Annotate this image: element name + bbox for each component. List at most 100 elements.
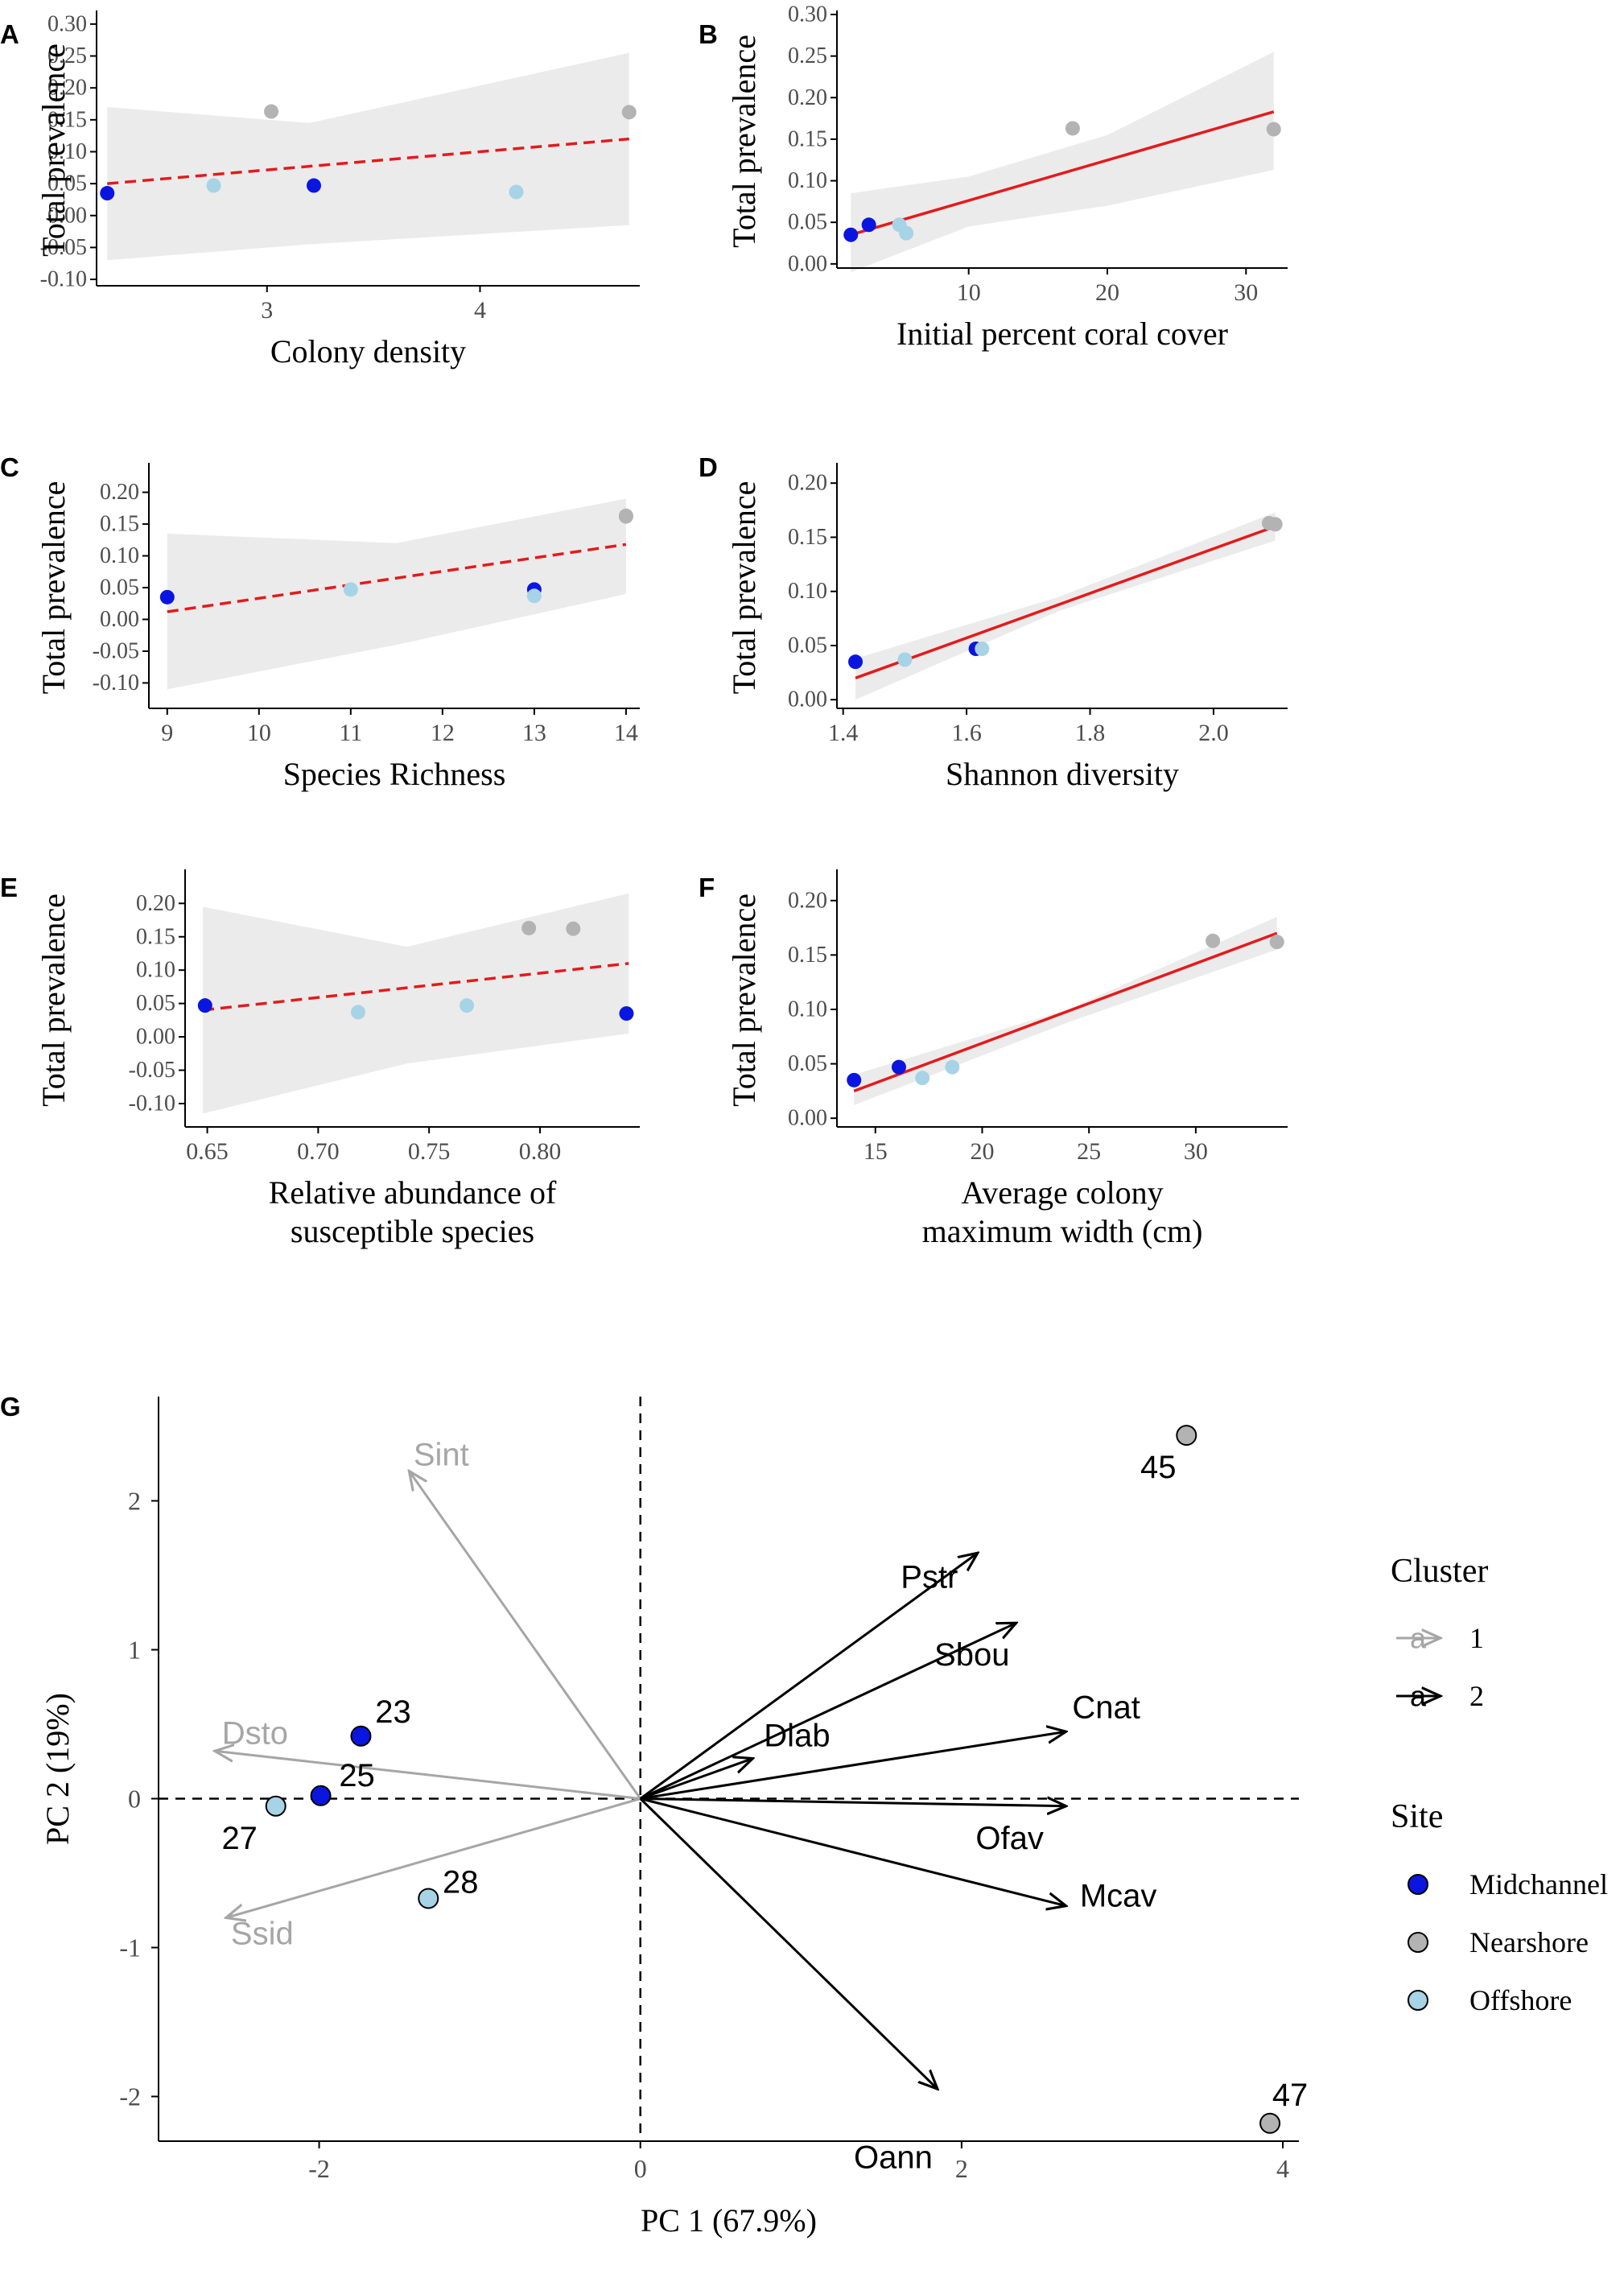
y-tick-label: 0.05 <box>788 633 827 658</box>
x-tick-label: 3 <box>261 297 273 324</box>
x-tick-label: 15 <box>864 1138 888 1165</box>
y-tick-label: -0.05 <box>129 1058 175 1083</box>
x-tick-label: 20 <box>970 1138 994 1165</box>
confidence-band <box>167 498 626 690</box>
panel-a: A 0.30 0.25 0.20 0.15 0.10 0.05 0.00 -0.05 -0.10 3… <box>0 10 640 369</box>
y-tick-label: 0.00 <box>47 203 87 228</box>
data-point-nearshore <box>1266 122 1281 137</box>
y-tick-label: -2 <box>119 2082 141 2111</box>
x-tick-label: 11 <box>339 720 362 746</box>
fit-line <box>202 962 629 1012</box>
data-point-midchannel <box>619 1006 634 1021</box>
confidence-band <box>851 52 1274 273</box>
loading-arrow <box>640 1797 1066 1906</box>
panel-letter: A <box>0 19 19 49</box>
panel-letter: B <box>699 19 718 49</box>
data-point-midchannel <box>197 998 212 1013</box>
x-tick-label: 25 <box>1077 1138 1101 1165</box>
data-point-nearshore <box>618 509 633 524</box>
y-tick-label: 0.10 <box>788 168 827 193</box>
panel-b: B 0.30 0.25 0.20 0.15 0.10 0.05 0.00 10 20 30Initi… <box>699 2 1288 352</box>
loading-label: Cnat <box>1072 1690 1140 1725</box>
data-point-midchannel <box>861 217 876 233</box>
x-tick-label: 1.6 <box>951 720 982 746</box>
legend-cluster-glyph: a <box>1410 1680 1427 1713</box>
x-tick-label: 14 <box>614 720 638 746</box>
y-tick-label: 0.00 <box>788 687 827 712</box>
loading-arrow <box>215 1751 641 1800</box>
legend-site-key <box>1408 1932 1428 1953</box>
y-tick-label: 0.25 <box>47 43 87 68</box>
site-point-midchannel <box>350 1725 372 1747</box>
x-tick-label: 30 <box>1184 1138 1208 1165</box>
site-point-offshore <box>418 1888 439 1909</box>
loading-label: Sbou <box>934 1637 1009 1673</box>
y-tick-label: -0.05 <box>40 235 87 260</box>
data-point-nearshore <box>1065 121 1080 136</box>
y-tick-label: 0.05 <box>100 576 139 600</box>
legend-cluster-title: Cluster <box>1391 1553 1488 1590</box>
y-tick-label: 0.15 <box>136 924 175 949</box>
legend-cluster-glyph: a <box>1410 1622 1427 1655</box>
panel-g: G Sint Dsto Ssid Pstr Sbou Cnat Dlab Ofav Mcav Oan… <box>0 1392 1608 2239</box>
data-point-midchannel <box>847 1072 862 1087</box>
y-tick-label: 0.15 <box>100 512 139 537</box>
x-tick-label: 12 <box>431 720 455 746</box>
site-point-label: 23 <box>375 1694 411 1730</box>
loading-arrow <box>640 1623 1016 1800</box>
legend-site-label: Nearshore <box>1469 1926 1589 1958</box>
y-axis-title: PC 2 (19%) <box>39 1693 76 1845</box>
y-tick-label: 0.05 <box>788 1051 827 1076</box>
y-tick-label: -0.10 <box>40 267 87 292</box>
confidence-band <box>107 52 629 261</box>
confidence-band <box>203 893 629 1114</box>
data-point-nearshore <box>521 920 537 935</box>
legend-site-key <box>1408 1874 1428 1895</box>
x-tick-label: 2.0 <box>1198 720 1229 746</box>
loading-arrow <box>639 1553 978 1800</box>
y-axis-title: Total prevalence <box>726 35 762 248</box>
data-point-offshore <box>526 588 542 604</box>
y-tick-label: 0.30 <box>47 11 87 36</box>
loading-label: Mcav <box>1080 1879 1157 1914</box>
data-point-nearshore <box>566 921 581 936</box>
x-tick-label: 4 <box>1276 2154 1289 2183</box>
fit-line <box>167 543 627 613</box>
data-point-nearshore <box>264 104 279 119</box>
panel-f: F 0.20 0.15 0.10 0.05 0.00 15 20 25 30 Average col… <box>699 869 1288 1249</box>
site-point-label: 47 <box>1272 2078 1309 2113</box>
x-tick-label: 0.75 <box>408 1138 451 1165</box>
y-axis-title: Total prevalence <box>35 893 72 1107</box>
y-tick-label: 2 <box>128 1487 141 1516</box>
y-axis-title: Total prevalence <box>35 481 72 695</box>
y-tick-label: 0.25 <box>788 43 827 68</box>
loading-label: Dsto <box>222 1715 288 1751</box>
legend-site-key <box>1408 1990 1428 2011</box>
y-tick-label: 0.15 <box>788 126 827 151</box>
x-tick-label: 1.8 <box>1075 720 1106 746</box>
data-point-midchannel <box>307 178 321 193</box>
loading-arrow <box>640 1799 1066 1806</box>
x-tick-label: -2 <box>308 2154 330 2183</box>
x-tick-label: 0 <box>634 2154 647 2183</box>
data-point-offshore <box>915 1071 930 1086</box>
loading-label: Ofav <box>975 1821 1043 1856</box>
x-tick-label: 0.70 <box>297 1138 340 1165</box>
y-axis-title: Total prevalence <box>726 893 762 1107</box>
legend-site-title: Site <box>1391 1798 1443 1835</box>
loading-label: Sint <box>414 1438 469 1473</box>
loading-label: Oann <box>854 2140 933 2175</box>
x-axis-title: PC 1 (67.9%) <box>641 2202 817 2239</box>
panel-letter: D <box>699 452 718 482</box>
y-axis-title: Total prevalence <box>35 43 72 257</box>
y-tick-label: 0.05 <box>788 210 827 235</box>
site-point-nearshore <box>1176 1425 1197 1446</box>
y-tick-label: 0.20 <box>136 891 175 916</box>
site-point-label: 45 <box>1140 1450 1177 1485</box>
legend: Cluster a 1 a 2 Site Midchannel Nearshore Offsho… <box>1391 1553 1608 2016</box>
data-point-nearshore <box>621 105 637 120</box>
x-tick-label: 4 <box>474 297 486 324</box>
legend-site-label: Offshore <box>1469 1984 1572 2016</box>
fit-line <box>853 931 1278 1093</box>
site-point-label: 28 <box>443 1864 479 1900</box>
